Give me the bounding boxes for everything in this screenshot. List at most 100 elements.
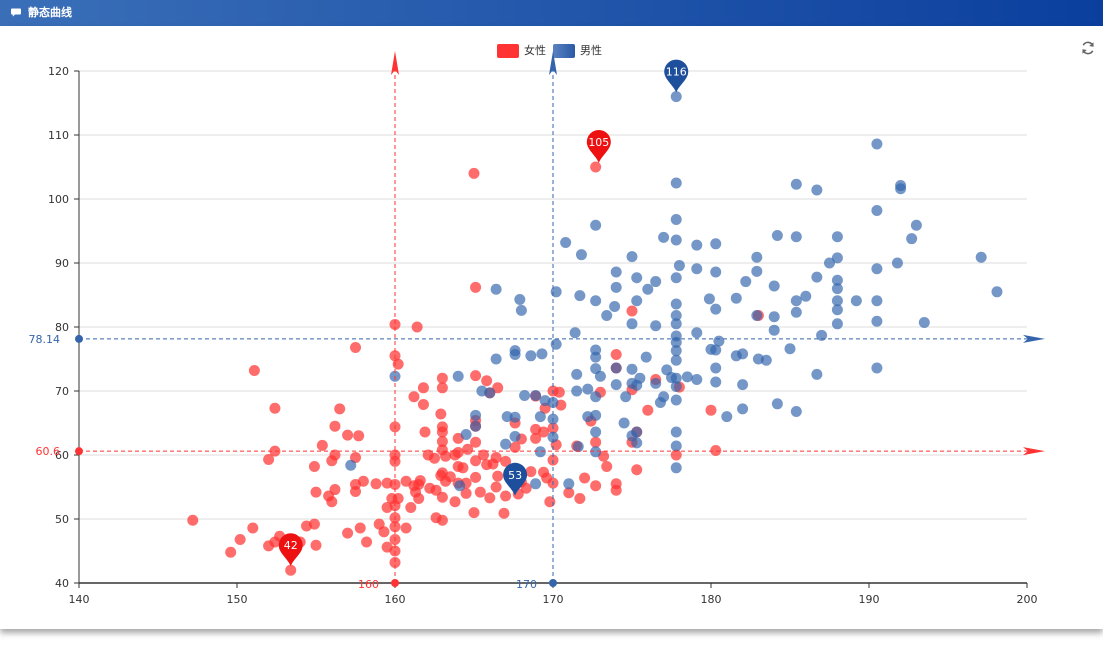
male-data-point (530, 478, 542, 490)
male-data-point (670, 213, 682, 225)
female-data-point (234, 533, 246, 545)
female-data-point (389, 557, 401, 569)
male-data-point (670, 91, 682, 103)
male-data-point (547, 431, 559, 443)
female-data-point (392, 358, 404, 370)
female-data-point (579, 472, 591, 484)
female-data-point (411, 321, 423, 333)
male-data-point (871, 315, 883, 327)
x-tick-label: 170 (543, 593, 564, 606)
male-data-point (631, 295, 643, 307)
male-data-point (594, 370, 606, 382)
female-data-point (626, 305, 638, 317)
male-data-point (918, 317, 930, 329)
male-data-point (710, 344, 722, 356)
male-data-point (640, 351, 652, 363)
male-data-point (831, 283, 843, 295)
female-data-point (389, 318, 401, 330)
male-data-point (670, 462, 682, 474)
male-data-point (730, 292, 742, 304)
female-data-point (601, 461, 613, 473)
female-data-point (520, 482, 532, 494)
female-data-point (308, 461, 320, 473)
female-data-point (462, 443, 474, 455)
female-data-point (429, 452, 440, 464)
female-data-point (354, 522, 366, 534)
male-data-point (460, 429, 472, 441)
male-data-point (771, 229, 783, 241)
male-data-point (831, 274, 843, 286)
female-data-point (310, 539, 322, 551)
female-data-point (490, 481, 502, 493)
female-data-point (435, 408, 447, 420)
female-data-point (470, 370, 482, 382)
male-data-point (991, 286, 1003, 298)
female-data-point (308, 518, 320, 530)
y-tick-label: 120 (48, 65, 69, 78)
male-data-point (891, 257, 903, 269)
female-data-point (610, 349, 622, 361)
x-tick-label: 140 (69, 593, 90, 606)
female-data-point (269, 445, 281, 457)
male-mean-y-label: 78.14 (29, 333, 61, 346)
male-data-point (703, 293, 715, 305)
male-data-point (536, 348, 548, 360)
male-data-point (514, 293, 526, 305)
male-data-point (470, 409, 482, 421)
male-data-point (713, 335, 725, 347)
male-data-point (681, 371, 693, 383)
male-data-point (691, 327, 703, 339)
female-data-point (457, 462, 469, 474)
chart-axes: 40 50 60 70 80 90 100 110 120 140 150 160 170 180 190 2… (48, 65, 1038, 606)
female-data-point (449, 496, 461, 508)
female-data-point (342, 527, 354, 539)
male-data-point (691, 263, 703, 275)
male-data-point (670, 440, 682, 452)
female-marker-label: 42 (284, 539, 298, 552)
male-data-point (519, 389, 531, 401)
male-data-point (658, 231, 670, 243)
female-data-point (436, 436, 448, 448)
male-data-point (525, 350, 537, 362)
male-data-point (534, 446, 546, 458)
male-mean-x-arrow (549, 51, 557, 75)
female-data-point (470, 281, 482, 293)
male-data-point (811, 184, 823, 196)
male-data-point (710, 303, 722, 315)
male-data-point (737, 379, 749, 391)
male-data-point (550, 286, 562, 298)
male-mean-y-dot (75, 334, 83, 343)
male-data-point (816, 329, 828, 341)
female-data-point (444, 471, 456, 483)
refresh-icon[interactable] (1080, 40, 1096, 56)
male-data-point (673, 260, 685, 272)
female-mean-y-dot (75, 447, 83, 456)
female-mean-y-label: 60.6 (36, 445, 61, 458)
male-data-point (710, 266, 722, 278)
female-data-point (361, 536, 373, 548)
male-data-point (590, 391, 602, 403)
male-data-point (590, 344, 602, 356)
female-data-point (269, 402, 281, 414)
male-data-point (670, 330, 682, 342)
male-data-point (871, 362, 883, 374)
male-data-point (737, 348, 749, 360)
female-data-point (316, 439, 328, 451)
female-data-point (500, 490, 512, 502)
male-data-point (710, 238, 722, 250)
male-marker-label: 116 (666, 66, 687, 79)
female-data-point (436, 372, 448, 384)
male-data-point (906, 233, 918, 245)
male-data-point (768, 280, 780, 292)
male-data-point (560, 237, 572, 249)
y-tick-label: 50 (55, 513, 69, 526)
male-data-point (452, 370, 464, 382)
male-data-point (631, 272, 643, 284)
male-data-point (790, 178, 802, 190)
female-data-point (477, 449, 489, 461)
male-data-point (550, 338, 562, 350)
male-data-point (790, 405, 802, 417)
y-tick-label: 80 (55, 321, 69, 334)
female-mean-x-dot (391, 579, 399, 587)
female-data-point (574, 493, 586, 505)
